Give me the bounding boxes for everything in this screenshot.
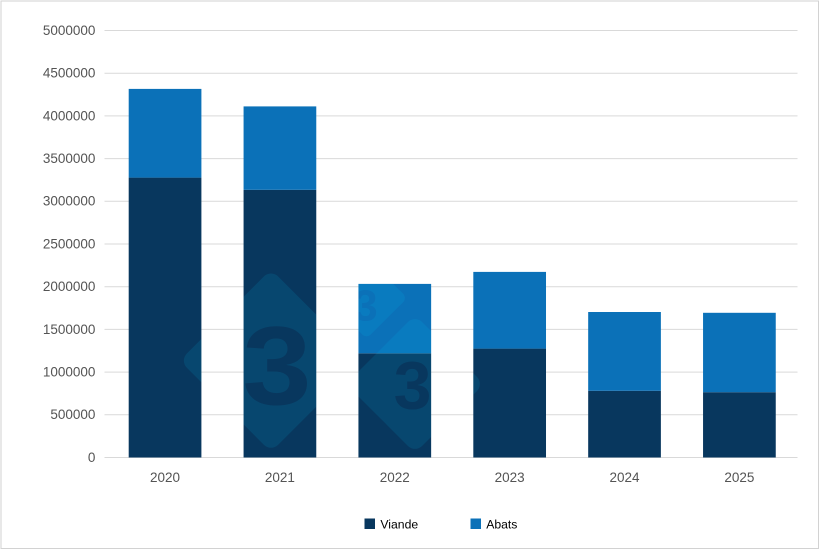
svg-text:5000000: 5000000 bbox=[43, 23, 96, 38]
svg-text:1000000: 1000000 bbox=[43, 365, 96, 380]
svg-text:3000000: 3000000 bbox=[43, 194, 96, 209]
svg-text:4000000: 4000000 bbox=[43, 108, 96, 123]
svg-text:2023: 2023 bbox=[495, 470, 525, 485]
svg-text:2500000: 2500000 bbox=[43, 236, 96, 251]
svg-text:2022: 2022 bbox=[380, 470, 410, 485]
svg-text:3500000: 3500000 bbox=[43, 151, 96, 166]
svg-text:Abats: Abats bbox=[486, 517, 517, 531]
svg-text:2020: 2020 bbox=[150, 470, 180, 485]
svg-text:Viande: Viande bbox=[380, 517, 418, 531]
svg-text:1500000: 1500000 bbox=[43, 322, 96, 337]
svg-text:4500000: 4500000 bbox=[43, 66, 96, 81]
svg-text:2000000: 2000000 bbox=[43, 279, 96, 294]
svg-text:2024: 2024 bbox=[610, 470, 641, 485]
svg-text:500000: 500000 bbox=[50, 407, 95, 422]
svg-text:0: 0 bbox=[88, 450, 96, 465]
svg-text:2025: 2025 bbox=[724, 470, 754, 485]
svg-text:2021: 2021 bbox=[265, 470, 295, 485]
